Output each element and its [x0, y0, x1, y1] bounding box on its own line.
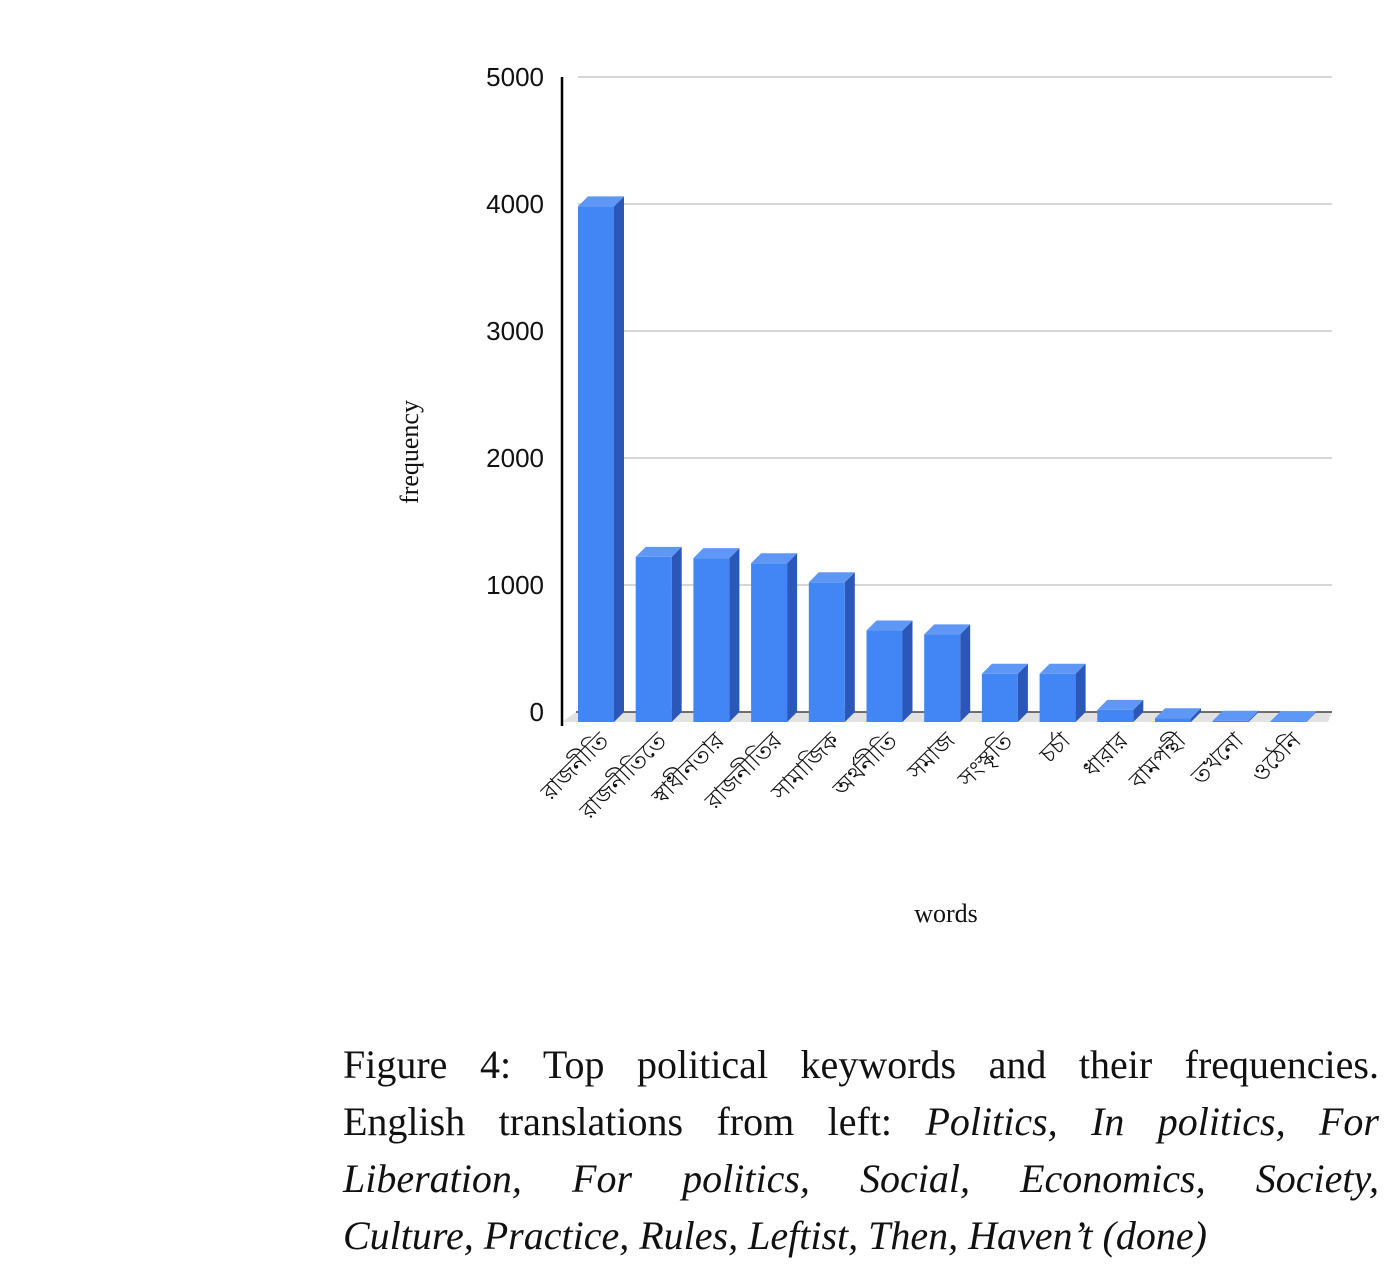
bar-top	[808, 572, 855, 583]
bar-side	[1191, 708, 1201, 722]
caption-prefix: English translations from left:	[343, 1099, 926, 1144]
bar-front	[924, 634, 961, 722]
y-tick-label: 2000	[486, 443, 544, 473]
y-tick-labels: 0 1000 2000 3000 4000 5000	[486, 62, 544, 727]
bar	[981, 663, 1028, 722]
bar-front	[1270, 721, 1307, 722]
bar-front	[808, 582, 845, 722]
y-tick-label: 0	[530, 697, 544, 727]
x-tick-labels: রাজনীতিরাজনীতিতেস্বাধীনতাররাজনীতিরসামাজি…	[534, 726, 1307, 826]
bar	[635, 546, 682, 722]
y-tick-label: 3000	[486, 316, 544, 346]
bar-front	[635, 556, 672, 722]
y-axis-title: frequency	[395, 400, 424, 504]
bar-top	[924, 624, 971, 635]
y-tick-label: 4000	[486, 189, 544, 219]
bar-front	[1097, 709, 1134, 722]
bar	[1097, 699, 1144, 722]
bar-side	[902, 620, 913, 722]
x-tick-label: সংস্কৃতি	[952, 727, 1019, 794]
x-tick-label: বামপন্থী	[1123, 726, 1192, 795]
bar-top	[693, 548, 740, 559]
bar-top	[1039, 663, 1086, 674]
figure-caption: Figure 4: Top political keywords and the…	[343, 1036, 1379, 1264]
bar-front	[1039, 673, 1076, 722]
bar-side	[614, 196, 624, 722]
caption-line-2: English translations from left: Politics…	[343, 1093, 1379, 1150]
bar-top	[981, 663, 1028, 674]
bar-top	[1212, 710, 1259, 721]
bar-front	[1155, 718, 1191, 722]
bar	[924, 624, 971, 722]
bar-chart: 0 1000 2000 3000 4000 5000 রাজনীতিরাজনীতিতেস্…	[395, 62, 1332, 928]
bar	[808, 572, 855, 722]
bar	[1039, 663, 1086, 722]
bar	[866, 620, 913, 722]
bar-top	[1270, 711, 1317, 722]
bar-side	[1075, 663, 1086, 722]
caption-translations-2: Liberation, For politics, Social, Econom…	[343, 1156, 1379, 1201]
bar-side	[671, 546, 682, 722]
bar	[693, 548, 740, 722]
x-tick-label: অর্থনীতি	[826, 726, 903, 803]
bar-front	[693, 558, 730, 722]
bar-side	[1133, 699, 1144, 722]
caption-line-1: Figure 4: Top political keywords and the…	[343, 1042, 1379, 1087]
bar-top	[866, 620, 913, 631]
bar-top	[578, 196, 624, 207]
bar-front	[751, 563, 788, 722]
caption-line-4: Culture, Practice, Rules, Leftist, Then,…	[343, 1207, 1379, 1264]
bars	[578, 196, 1317, 722]
bar-top	[1155, 708, 1201, 719]
bar-front	[866, 630, 903, 722]
bar-top	[751, 553, 798, 564]
caption-line-3: Liberation, For politics, Social, Econom…	[343, 1150, 1379, 1207]
caption-translations-3: Culture, Practice, Rules, Leftist, Then,…	[343, 1213, 1207, 1258]
bar-front	[981, 673, 1018, 722]
bar-side	[1017, 663, 1028, 722]
bar-side	[1306, 711, 1317, 722]
x-tick-label: তখনো	[1186, 728, 1249, 791]
x-tick-label: চর্চা	[1033, 726, 1076, 769]
bar	[578, 196, 624, 722]
x-axis-title: words	[914, 899, 978, 928]
bar-side	[1248, 710, 1259, 722]
bar-side	[729, 548, 740, 722]
bar-side	[960, 624, 971, 722]
bar	[1212, 710, 1259, 722]
caption-translations-1: Politics, In politics, For	[925, 1099, 1379, 1144]
bar-front	[1212, 720, 1249, 722]
bar-side	[844, 572, 855, 722]
bar	[1270, 711, 1317, 722]
bar-top	[635, 546, 682, 557]
bar-front	[578, 206, 614, 722]
gridlines	[578, 76, 1332, 586]
x-tick-label: সমাজ	[902, 728, 960, 786]
bar-top	[1097, 699, 1144, 710]
y-tick-label: 1000	[486, 570, 544, 600]
bar	[751, 553, 798, 722]
bar-side	[787, 553, 798, 722]
bar	[1155, 708, 1201, 722]
y-tick-label: 5000	[486, 62, 544, 92]
x-tick-label: ওঠেনি	[1245, 726, 1307, 788]
